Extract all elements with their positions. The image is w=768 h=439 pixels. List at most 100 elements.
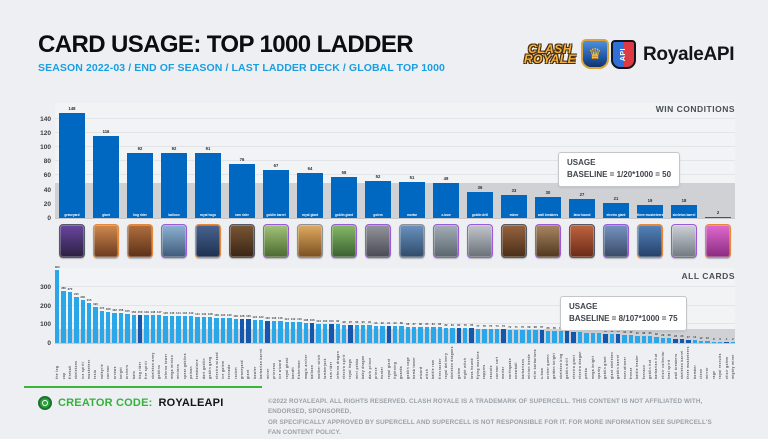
y-axis-tick-100: 100 (40, 144, 51, 152)
all-bar-column: 80 (456, 268, 461, 343)
usage-baseline-annotation-all: USAGE BASELINE = 8/107*1000 = 75 (560, 296, 687, 331)
all-bar-electro-wizard (214, 317, 219, 343)
all-bar-royal-hogs (348, 324, 353, 343)
x-label-skeletons: skeletons (74, 360, 79, 379)
x-label-bomb-tower: bomb tower (412, 356, 417, 379)
bar-value-label: 112 (290, 317, 296, 321)
all-bar-mirror (705, 341, 710, 343)
bar-value-label: 65 (552, 325, 556, 330)
bar-category-label: balloon (168, 213, 180, 217)
x-axis-line (55, 343, 735, 344)
x-label-minion-horde: minion horde (526, 354, 531, 379)
creator-code-label: CREATOR CODE: (58, 397, 153, 409)
x-label-bowler: bowler (252, 366, 257, 379)
all-bar-mighty-miner (730, 342, 736, 343)
x-label-tornado: tornado (227, 364, 232, 379)
all-bar-column: 46 (616, 268, 621, 343)
all-bar-rocket (233, 318, 238, 343)
all-bar-column: 104 (316, 268, 321, 343)
x-label-fire-spirit: fire spirit (144, 360, 149, 379)
bar-value-label: 40 (635, 330, 639, 335)
all-bar-battle-healer (635, 335, 640, 343)
royaleapi-logo: API RoyaleAPI (611, 40, 735, 69)
card-icon-balloon (161, 224, 187, 258)
x-label-elite-barbarians: elite barbarians (533, 349, 538, 379)
royaleapi-shield-icon: API (611, 40, 636, 69)
all-bar-firecracker (437, 327, 442, 343)
all-bar-mother-witch (316, 323, 321, 343)
all-bar-night-witch (463, 328, 468, 343)
x-label-lightning: lightning (393, 361, 398, 379)
all-bar-clone (698, 340, 704, 343)
usage-label: USAGE (569, 302, 598, 311)
all-bar-barbarian-hut (654, 337, 659, 343)
all-bar-column: 75 (488, 268, 493, 343)
all-bar-column: 20 (679, 268, 685, 343)
bar-value-label: 132 (226, 313, 232, 318)
win-bar-electro-giant: 21 electro giant (603, 196, 629, 218)
all-bar-balloon (310, 323, 315, 343)
gridline-y200 (55, 304, 735, 306)
bar-value-label: 88 (406, 321, 410, 326)
all-bar-cannon-cart (494, 329, 500, 343)
x-label-wizard: wizard (418, 366, 423, 379)
all-bar-miner (265, 320, 270, 343)
bar-value-label: 38 (642, 330, 646, 335)
all-bar-column: 114 (284, 268, 289, 343)
y-axis-tick-0: 0 (47, 215, 51, 222)
all-bar-column: 4 (724, 268, 729, 343)
bar-value-label: 4 (725, 337, 728, 341)
win-bar-graveyard: 148 graveyard (59, 106, 85, 218)
card-icon-lava-hound (569, 224, 595, 258)
all-bar-musketeer (86, 302, 92, 343)
all-bar-x-bow (539, 330, 544, 343)
bar-value-label: 82 (444, 322, 448, 327)
card-icon-royal-hogs (195, 224, 221, 258)
all-bar-column: 26 (667, 268, 672, 343)
bar-value-label: 141 (195, 311, 200, 316)
bar-value-label: 76 (482, 323, 486, 328)
card-icon-golem (365, 224, 391, 258)
all-bar-guards (399, 326, 404, 343)
bar-value-label: 114 (284, 316, 289, 321)
all-bar-hog-rider (137, 314, 143, 343)
bar-value-label: 110 (297, 317, 302, 322)
all-bar-cannon (106, 311, 111, 343)
x-label-mega-minion: mega minion (169, 354, 174, 379)
x-label-fireball: fireball (67, 365, 72, 379)
all-bar-column: 166 (106, 268, 111, 343)
all-bar-goblin-hut (647, 336, 653, 343)
all-bar-column: 92 (380, 268, 385, 343)
clash-royale-wordmark: CLASH ROYALE (524, 43, 576, 65)
x-label-bandit: bandit (291, 367, 296, 379)
bar-value-label: 20 (680, 334, 684, 339)
legal-disclaimer-line-2: OR SPECIFICALLY APPROVED BY SUPERCELL AN… (268, 418, 712, 437)
win-bar-skeleton-barrel: 18 skeleton barrel (671, 198, 697, 218)
all-bar-column: 132 (226, 268, 232, 343)
bar-value-label: 122 (258, 315, 264, 320)
all-bar-baby-dragon (361, 325, 366, 343)
bar-value-label: 96 (355, 320, 359, 324)
bar-value-label: 74 (495, 324, 499, 329)
all-bar-skeleton-army (150, 315, 155, 343)
x-label-archer-queen: archer queen (546, 354, 551, 379)
x-label-sparky: sparky (597, 366, 602, 379)
all-bar-lightning (392, 326, 398, 343)
x-label-tombstone: tombstone (195, 359, 200, 379)
x-label-tesla: tesla (93, 369, 98, 379)
x-label-goblins: goblins (157, 364, 162, 379)
creator-code-row: CREATOR CODE: ROYALEAPI (38, 396, 223, 410)
y-axis-tick-40: 40 (43, 186, 51, 194)
all-bar-freeze (628, 335, 634, 343)
all-bar-elixir-collector (660, 337, 665, 343)
all-bar-bomb-tower (412, 326, 417, 343)
bar-value-label: 2 (716, 209, 720, 215)
all-bar-giant (246, 319, 251, 343)
x-label-skeleton-army: skeleton army (150, 352, 155, 379)
all-bar-column: 130 (233, 268, 238, 343)
bar-value-label: 390 (54, 264, 60, 269)
all-bar-princess (271, 320, 277, 343)
x-label-prince: prince (373, 367, 378, 379)
bar-value-label: 8 (713, 336, 715, 341)
all-bar-inferno-tower (163, 315, 168, 343)
